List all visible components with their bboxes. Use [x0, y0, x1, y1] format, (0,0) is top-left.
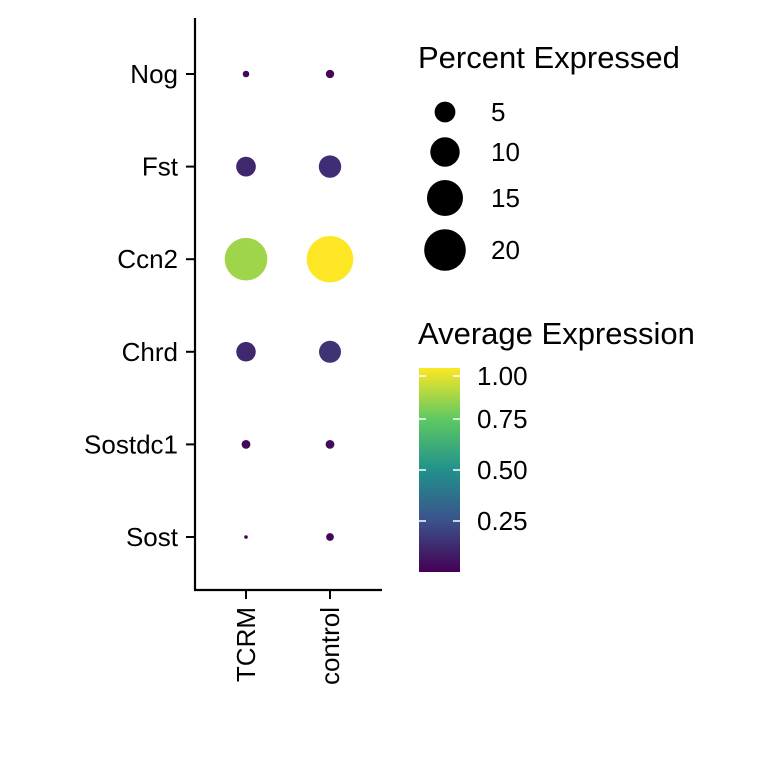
colorbar-label: 0.75 — [477, 404, 528, 434]
dot-ccn2-tcrm — [224, 237, 268, 281]
colorbar-label: 0.25 — [477, 506, 528, 536]
y-tick-label: Fst — [142, 152, 179, 182]
y-tick-label: Nog — [130, 59, 178, 89]
dot-sost-tcrm — [244, 535, 248, 539]
x-tick-label: TCRM — [231, 607, 261, 682]
size-legend-dot — [426, 179, 464, 217]
y-axis-ticks: Nog Fst Ccn2 Chrd Sostdc1 Sost — [84, 59, 195, 552]
y-tick-label: Sostdc1 — [84, 429, 178, 459]
size-legend-label: 5 — [491, 97, 505, 127]
dot-chrd-tcrm — [236, 342, 256, 362]
dot-chrd-control — [318, 340, 342, 363]
y-tick-label: Chrd — [122, 337, 178, 367]
size-legend-dot — [430, 137, 460, 167]
size-legend-items: 5 10 15 20 — [424, 97, 520, 271]
color-legend-title: Average Expression — [418, 316, 695, 351]
size-legend-dot — [424, 229, 466, 271]
x-tick-label: control — [315, 607, 345, 685]
size-legend-title: Percent Expressed — [418, 40, 680, 75]
dot-fst-tcrm — [236, 156, 256, 177]
size-legend-dot — [434, 101, 456, 123]
colorbar-ticks: 1.00 0.75 0.50 0.25 — [419, 361, 528, 536]
dot-fst-control — [318, 155, 342, 178]
y-tick-label: Ccn2 — [117, 244, 178, 274]
colorbar-label: 0.50 — [477, 455, 528, 485]
colorbar-label: 1.00 — [477, 361, 528, 391]
dot-sostdc1-control — [325, 439, 335, 449]
plot-area: Nog Fst Ccn2 Chrd Sostdc1 Sost TCRM control — [84, 18, 382, 685]
data-points — [224, 69, 354, 541]
size-legend: Percent Expressed 5 10 15 20 — [418, 40, 680, 271]
size-legend-label: 15 — [491, 183, 520, 213]
color-legend: Average Expression 1.00 0.75 0.50 0.25 — [418, 316, 695, 572]
x-axis-ticks: TCRM control — [231, 590, 345, 685]
dot-sostdc1-tcrm — [241, 439, 251, 449]
size-legend-label: 10 — [491, 137, 520, 167]
size-legend-label: 20 — [491, 235, 520, 265]
y-tick-label: Sost — [126, 522, 179, 552]
dot-nog-control — [325, 69, 335, 79]
dot-nog-tcrm — [242, 70, 250, 78]
dot-ccn2-control — [306, 235, 354, 283]
dot-sost-control — [326, 533, 334, 541]
